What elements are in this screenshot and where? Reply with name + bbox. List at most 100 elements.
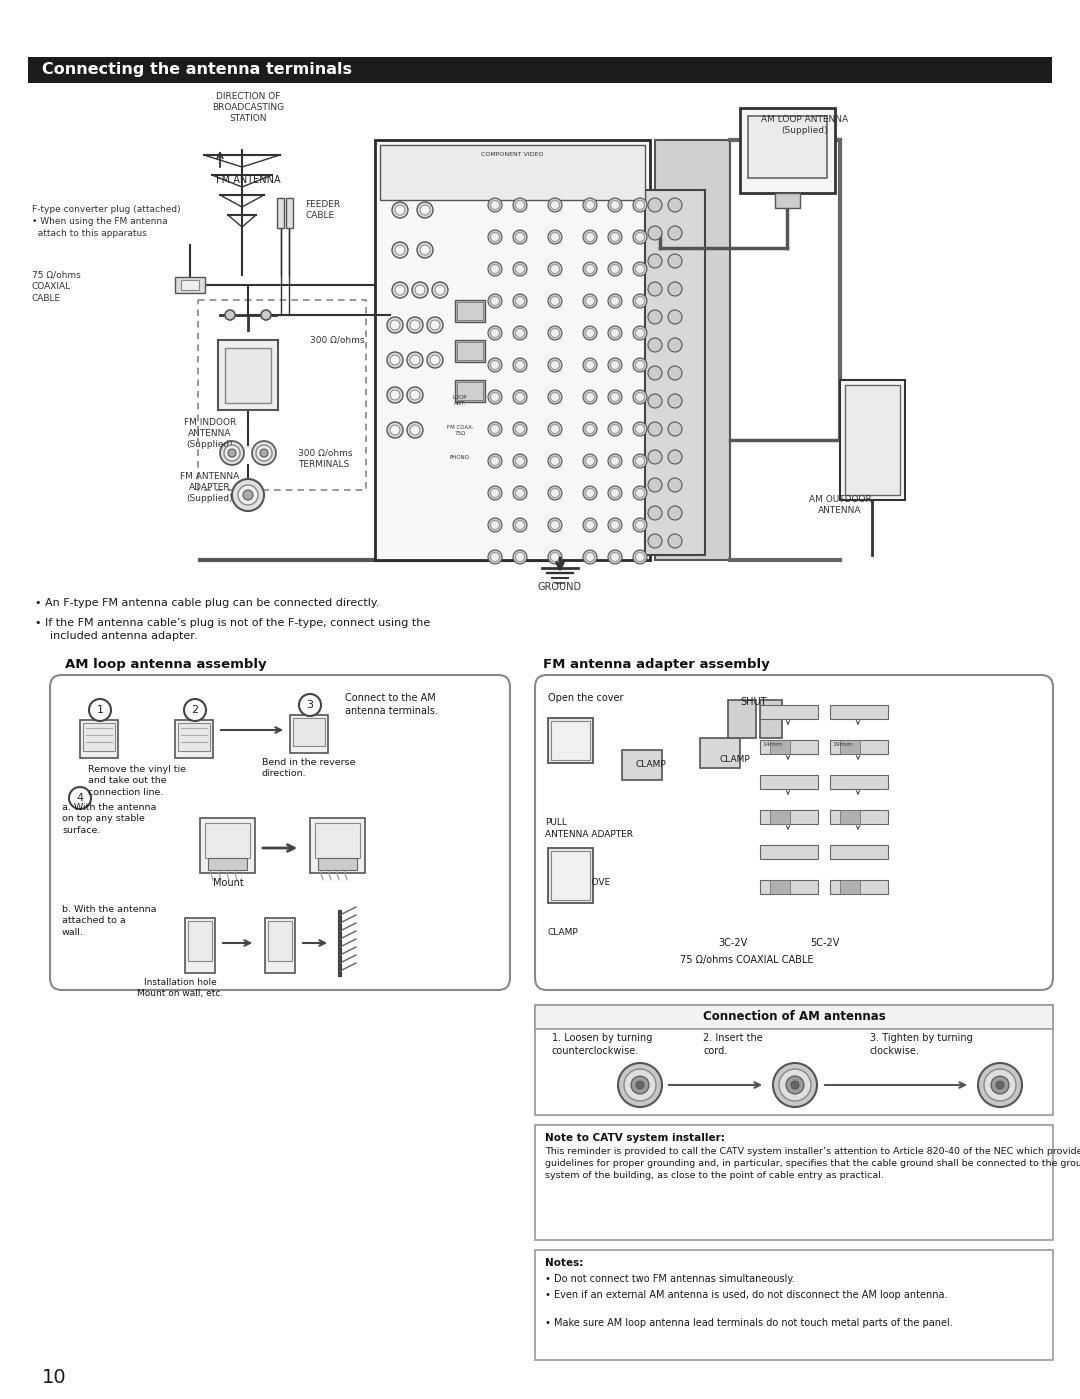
Text: PULL: PULL — [564, 740, 585, 748]
Circle shape — [548, 485, 562, 499]
Circle shape — [633, 455, 647, 469]
Circle shape — [224, 445, 240, 462]
Bar — [840, 740, 860, 754]
Circle shape — [608, 550, 622, 564]
Text: Connecting the antenna terminals: Connecting the antenna terminals — [42, 62, 352, 77]
Circle shape — [610, 424, 620, 434]
Circle shape — [635, 520, 645, 529]
Bar — [775, 193, 800, 208]
Circle shape — [548, 518, 562, 532]
Text: 75 Ω/ohms COAXIAL CABLE: 75 Ω/ohms COAXIAL CABLE — [680, 956, 813, 965]
Circle shape — [583, 262, 597, 276]
Text: FM COAX.
75Ω: FM COAX. 75Ω — [447, 425, 473, 436]
Text: Note to CATV system installer:: Note to CATV system installer: — [545, 1133, 725, 1143]
Bar — [457, 341, 483, 360]
Text: FM ANTENNA
ADAPTER
(Supplied): FM ANTENNA ADAPTER (Supplied) — [180, 471, 240, 504]
Circle shape — [669, 255, 681, 269]
Circle shape — [515, 329, 525, 337]
Circle shape — [633, 199, 647, 213]
Circle shape — [490, 553, 499, 561]
Circle shape — [585, 232, 594, 242]
Bar — [535, 1125, 1053, 1240]
Circle shape — [89, 700, 111, 720]
Circle shape — [551, 361, 559, 369]
Bar — [760, 740, 818, 754]
Circle shape — [648, 227, 662, 241]
Circle shape — [515, 200, 525, 210]
Circle shape — [515, 393, 525, 402]
Text: DIRECTION OF
BROADCASTING
STATION: DIRECTION OF BROADCASTING STATION — [212, 92, 284, 123]
Circle shape — [551, 520, 559, 529]
Circle shape — [420, 206, 430, 215]
Circle shape — [633, 262, 647, 276]
Circle shape — [608, 294, 622, 308]
Circle shape — [513, 199, 527, 213]
Bar — [181, 280, 199, 290]
Circle shape — [585, 297, 594, 305]
Text: PULL: PULL — [545, 818, 567, 827]
Bar — [740, 108, 835, 193]
Circle shape — [608, 262, 622, 276]
Circle shape — [551, 488, 559, 498]
Bar — [770, 740, 789, 754]
Text: FM ANTENNA: FM ANTENNA — [216, 175, 281, 185]
Circle shape — [488, 518, 502, 532]
Text: included antenna adapter.: included antenna adapter. — [50, 631, 198, 641]
Text: COMPONENT VIDEO: COMPONENT VIDEO — [481, 152, 543, 157]
Circle shape — [583, 199, 597, 213]
Circle shape — [608, 358, 622, 372]
Bar — [218, 340, 278, 410]
Circle shape — [410, 355, 420, 365]
Bar — [28, 57, 1052, 83]
Bar — [380, 145, 645, 200]
Text: This reminder is provided to call the CATV system installer’s attention to Artic: This reminder is provided to call the CA… — [545, 1147, 1080, 1179]
Text: 3: 3 — [307, 700, 313, 711]
Circle shape — [488, 294, 502, 308]
Bar — [831, 705, 888, 719]
Circle shape — [390, 355, 400, 365]
Bar — [535, 1249, 1053, 1360]
Circle shape — [515, 232, 525, 242]
Circle shape — [551, 264, 559, 273]
Bar — [208, 858, 247, 870]
Text: • If the FM antenna cable’s plug is not of the F-type, connect using the: • If the FM antenna cable’s plug is not … — [35, 618, 430, 628]
Circle shape — [633, 229, 647, 243]
Circle shape — [669, 339, 681, 353]
Circle shape — [420, 245, 430, 255]
Circle shape — [648, 478, 662, 492]
Circle shape — [184, 700, 206, 720]
Circle shape — [410, 320, 420, 330]
Circle shape — [583, 422, 597, 436]
Circle shape — [410, 425, 420, 435]
Circle shape — [624, 1069, 656, 1101]
Circle shape — [635, 264, 645, 273]
Circle shape — [513, 294, 527, 308]
Bar — [178, 723, 210, 751]
Text: PHONO: PHONO — [450, 455, 470, 460]
Text: FM INDOOR
ANTENNA
(Supplied): FM INDOOR ANTENNA (Supplied) — [184, 418, 237, 449]
Circle shape — [648, 339, 662, 353]
Bar — [728, 700, 756, 739]
Text: F-type converter plug (attached)
• When using the FM antenna
  attach to this ap: F-type converter plug (attached) • When … — [32, 206, 180, 238]
Bar — [551, 851, 590, 900]
Text: 14mm: 14mm — [762, 741, 782, 747]
Text: Connect to the AM
antenna terminals.: Connect to the AM antenna terminals. — [345, 693, 437, 716]
Circle shape — [390, 320, 400, 330]
Circle shape — [583, 485, 597, 499]
Text: a. With the antenna
on top any stable
surface.: a. With the antenna on top any stable su… — [62, 803, 157, 835]
Circle shape — [515, 520, 525, 529]
Circle shape — [488, 199, 502, 213]
Circle shape — [515, 264, 525, 273]
Text: • Make sure AM loop antenna lead terminals do not touch metal parts of the panel: • Make sure AM loop antenna lead termina… — [545, 1318, 953, 1328]
Circle shape — [411, 283, 428, 298]
Circle shape — [669, 450, 681, 464]
Circle shape — [228, 449, 237, 457]
Circle shape — [260, 449, 268, 457]
Circle shape — [631, 1076, 649, 1094]
Bar — [840, 381, 905, 499]
Circle shape — [583, 358, 597, 372]
Circle shape — [490, 393, 499, 402]
Text: SHUT: SHUT — [740, 697, 767, 706]
Text: 10: 10 — [42, 1368, 67, 1386]
Circle shape — [648, 367, 662, 381]
